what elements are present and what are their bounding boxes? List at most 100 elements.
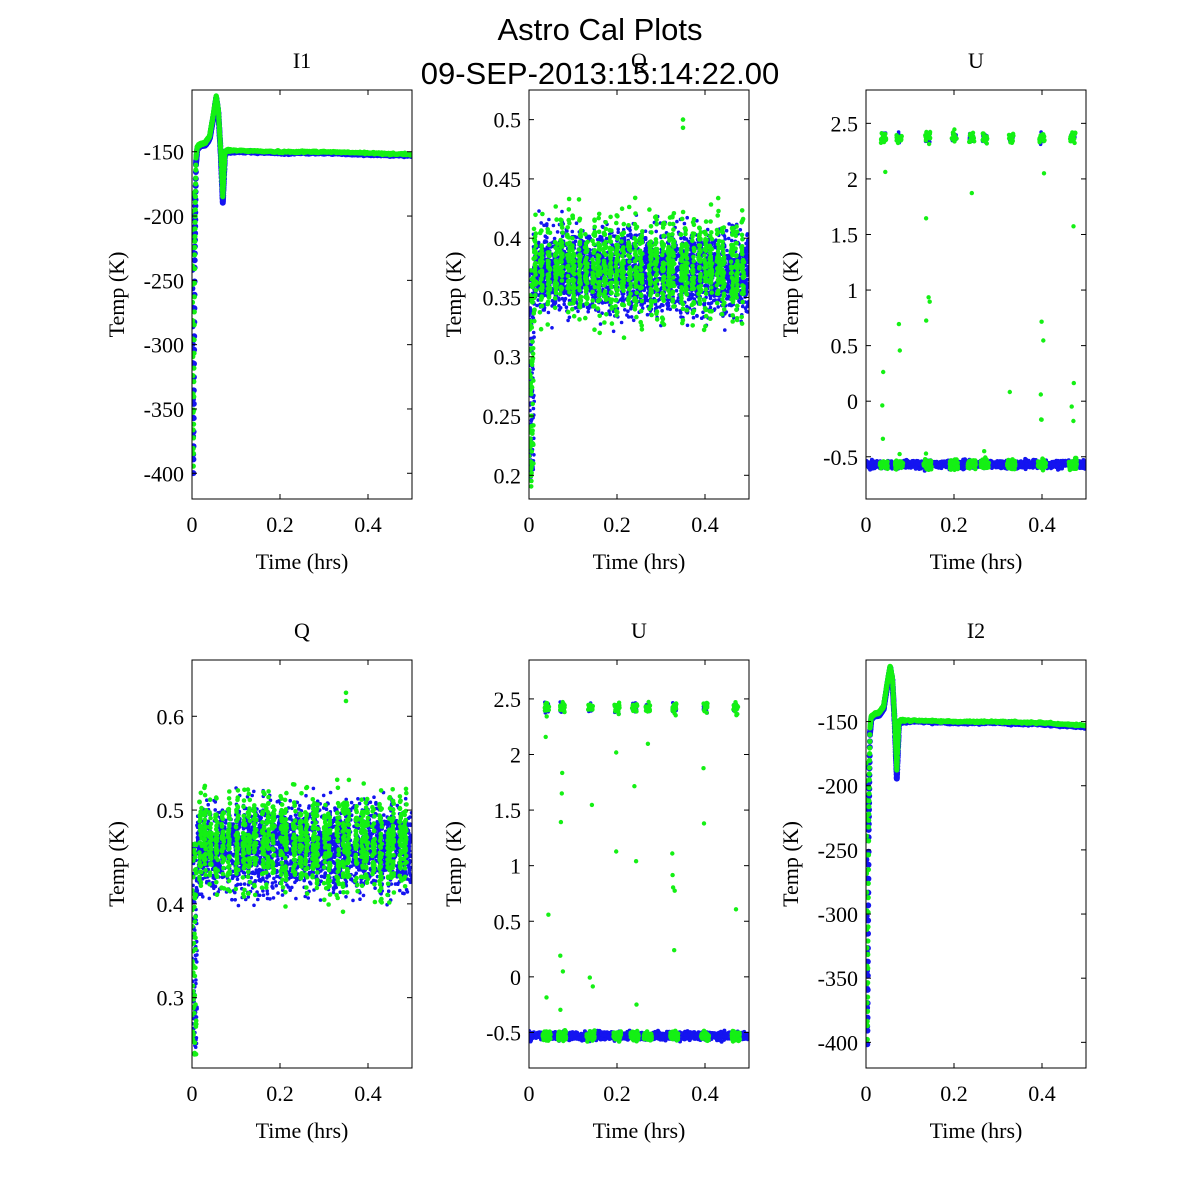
data-point-blue xyxy=(626,233,630,238)
data-point-green xyxy=(192,188,199,194)
data-point-green xyxy=(192,266,198,272)
data-point-green xyxy=(633,253,639,258)
data-point-green xyxy=(661,286,667,291)
data-point-blue xyxy=(708,296,713,301)
data-point-green xyxy=(567,290,572,295)
data-point-green xyxy=(648,298,654,304)
data-point-green xyxy=(621,288,626,294)
data-point-blue xyxy=(629,315,634,319)
data-point-green xyxy=(627,254,633,259)
data-point-green xyxy=(646,263,652,269)
data-point-green xyxy=(570,306,575,312)
data-point-blue xyxy=(192,341,196,347)
data-point-green xyxy=(532,263,538,268)
data-point-green xyxy=(559,218,564,223)
data-point-green xyxy=(609,252,614,257)
data-point-blue xyxy=(192,456,197,463)
data-point-green xyxy=(567,251,572,257)
data-point-blue xyxy=(556,296,561,301)
data-point-green xyxy=(545,322,550,327)
y-tick-label: -250 xyxy=(144,268,184,293)
data-point-green xyxy=(661,322,667,327)
data-point-green xyxy=(633,211,638,216)
data-point-green xyxy=(577,278,583,284)
data-point-green xyxy=(570,270,575,275)
data-point-blue xyxy=(622,237,627,242)
data-point-green xyxy=(655,255,660,261)
data-point-green xyxy=(639,323,644,328)
data-point-green xyxy=(652,298,658,304)
data-point-green xyxy=(560,230,565,235)
data-point-green xyxy=(539,268,545,274)
data-point-green xyxy=(634,269,639,275)
data-point-green xyxy=(531,226,537,232)
data-point-blue xyxy=(727,285,731,289)
data-point-green xyxy=(592,248,597,253)
data-point-green xyxy=(595,273,601,278)
data-point-blue xyxy=(685,304,689,309)
data-point-green xyxy=(576,197,582,202)
data-point-green xyxy=(192,207,198,213)
data-point-blue xyxy=(608,312,612,317)
data-point-green xyxy=(619,282,624,288)
data-point-green xyxy=(559,272,564,278)
data-point-green xyxy=(628,281,633,287)
data-point-green xyxy=(546,259,551,264)
data-point-green xyxy=(647,207,652,212)
data-point-green xyxy=(609,321,615,326)
data-point-green xyxy=(571,253,577,259)
data-point-blue xyxy=(660,308,664,313)
data-point-green xyxy=(538,297,544,302)
data-point-blue xyxy=(192,400,197,407)
data-point-blue xyxy=(744,281,748,286)
data-point-blue xyxy=(192,285,196,292)
data-point-blue xyxy=(668,307,672,312)
data-point-blue xyxy=(543,234,548,238)
data-point-green xyxy=(533,293,538,298)
data-point-green xyxy=(621,335,627,341)
data-point-green xyxy=(638,255,643,261)
data-point-green xyxy=(192,373,196,379)
data-point-green xyxy=(192,394,197,400)
data-point-green xyxy=(649,288,654,293)
data-point-green xyxy=(559,225,565,230)
data-point-blue xyxy=(654,229,658,234)
data-point-green xyxy=(578,231,583,237)
data-point-green xyxy=(640,229,645,234)
data-point-green xyxy=(595,306,600,311)
data-point-green xyxy=(648,239,654,244)
data-point-blue xyxy=(689,292,694,296)
data-point-blue xyxy=(535,303,539,308)
data-point-blue xyxy=(738,228,743,232)
data-point-green xyxy=(571,289,576,295)
data-point-blue xyxy=(192,415,197,422)
data-point-green xyxy=(592,284,598,290)
data-point-green xyxy=(596,215,601,221)
data-point-green xyxy=(585,264,590,270)
data-point-green xyxy=(540,211,545,217)
data-point-green xyxy=(648,224,654,229)
data-point-green xyxy=(602,289,608,294)
data-point-blue xyxy=(746,260,749,265)
data-point-green xyxy=(571,298,576,303)
data-point-green xyxy=(595,253,600,258)
data-point-green xyxy=(553,258,558,263)
data-point-green xyxy=(654,246,660,252)
data-point-green xyxy=(660,268,665,274)
data-point-blue xyxy=(621,295,625,300)
data-point-blue xyxy=(557,308,562,312)
data-point-green xyxy=(655,292,660,298)
data-point-green xyxy=(192,435,197,441)
data-point-blue xyxy=(723,237,727,241)
data-point-green xyxy=(533,231,539,236)
data-point-green xyxy=(546,242,552,248)
data-point-green xyxy=(192,193,198,200)
data-point-green xyxy=(192,280,198,286)
data-point-blue xyxy=(695,313,699,318)
subplot-title: I1 xyxy=(293,48,311,73)
data-point-green xyxy=(554,246,560,251)
data-point-blue xyxy=(675,279,679,284)
data-point-blue xyxy=(675,269,679,273)
data-point-blue xyxy=(706,301,711,306)
